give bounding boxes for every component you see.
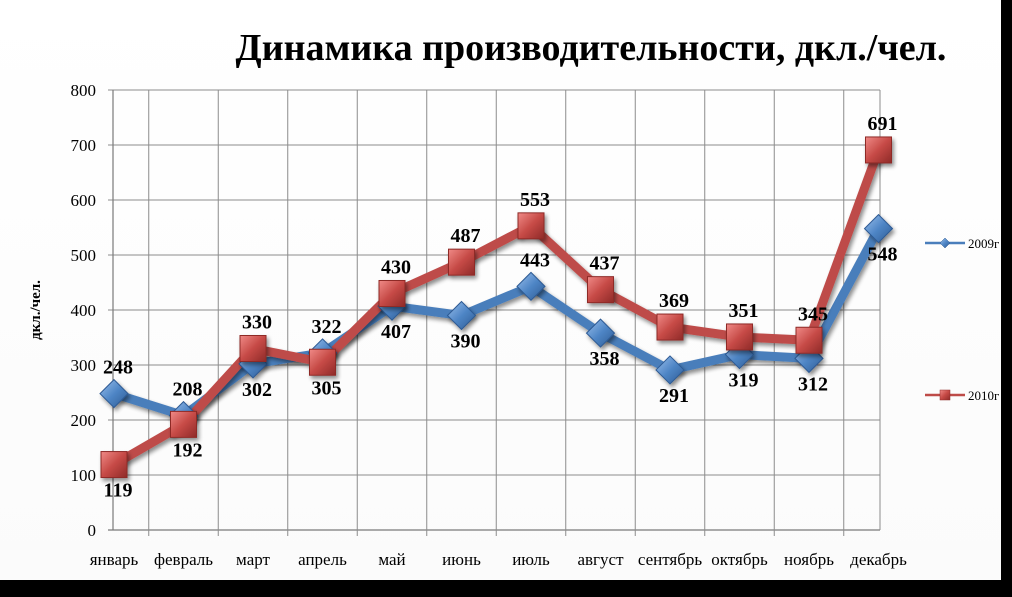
y-tick-label: 500 [71, 246, 97, 265]
data-point-marker [656, 313, 684, 341]
data-label: 553 [520, 189, 550, 211]
data-label: 322 [312, 316, 342, 338]
data-label: 302 [242, 379, 272, 401]
data-label: 487 [451, 225, 481, 247]
y-tick-label: 100 [71, 466, 97, 485]
legend: 2009г 2010г [925, 236, 999, 403]
y-tick-label: 800 [71, 81, 97, 100]
x-tick-label: декабрь [850, 550, 907, 569]
data-point-marker [865, 136, 892, 164]
data-point-marker [99, 378, 129, 409]
data-point-marker [655, 355, 685, 385]
data-label: 248 [103, 357, 133, 379]
data-label: 305 [312, 377, 342, 399]
chart-title: Динамика производительности, дкл./чел. [236, 27, 947, 69]
data-label: 430 [381, 257, 411, 279]
data-label: 330 [242, 312, 272, 334]
data-label: 437 [590, 253, 620, 275]
x-tick-label: октябрь [711, 550, 768, 569]
data-label: 351 [729, 300, 759, 322]
y-axis-ticks: 0 100 200 300 400 500 600 700 800 [71, 81, 97, 540]
data-label: 407 [381, 321, 411, 343]
x-tick-label: февраль [154, 550, 213, 569]
data-label: 291 [659, 385, 689, 407]
legend-entry-label: 2009г [968, 236, 999, 251]
data-point-marker [309, 348, 336, 376]
legend-marker [939, 389, 951, 401]
data-label: 192 [173, 439, 203, 461]
x-tick-label: июнь [442, 550, 481, 569]
y-tick-label: 300 [71, 356, 97, 375]
data-point-marker [446, 300, 477, 331]
data-point-marker [795, 326, 823, 354]
data-labels: 248 208 302 322 407 390 443 358 291 319 312 548 119 1… [103, 113, 898, 502]
data-point-marker [587, 276, 614, 304]
data-point-marker [100, 451, 128, 479]
data-label: 443 [520, 249, 550, 271]
data-label: 345 [798, 303, 828, 325]
data-label: 390 [451, 331, 481, 353]
data-label: 319 [729, 370, 759, 392]
data-point-marker [239, 335, 267, 362]
data-point-marker [170, 410, 197, 438]
x-axis-ticks: январь февраль март апрель май июнь июль август… [90, 550, 907, 569]
chart-background [0, 0, 1001, 580]
data-point-marker [378, 280, 406, 307]
data-label: 208 [173, 379, 203, 401]
y-tick-label: 600 [71, 191, 97, 210]
x-tick-label: апрель [298, 550, 347, 569]
y-tick-label: 0 [88, 521, 97, 540]
y-tick-label: 200 [71, 411, 97, 430]
x-tick-label: май [378, 550, 405, 569]
data-point-marker [863, 213, 894, 244]
data-label: 119 [104, 480, 133, 502]
x-tick-label: август [577, 550, 624, 569]
data-label: 358 [590, 348, 620, 370]
legend-marker [939, 237, 951, 249]
x-tick-label: июль [512, 550, 550, 569]
y-tick-label: 400 [71, 301, 97, 320]
x-tick-label: сентябрь [638, 550, 703, 569]
data-point-marker [726, 323, 753, 351]
x-tick-label: март [236, 550, 270, 569]
data-point-marker [585, 318, 616, 348]
data-point-marker [517, 212, 545, 240]
data-label: 691 [868, 113, 898, 135]
y-tick-label: 700 [71, 136, 97, 155]
y-axis-label: дкл./чел. [28, 280, 44, 340]
legend-entry-label: 2010г [968, 388, 999, 403]
data-label: 369 [659, 290, 689, 312]
x-tick-label: январь [90, 550, 139, 569]
data-point-marker [516, 271, 546, 302]
series [99, 136, 894, 479]
data-point-marker [448, 248, 475, 276]
x-tick-label: ноябрь [784, 550, 834, 569]
data-label: 312 [798, 373, 828, 395]
data-label: 548 [868, 244, 898, 266]
